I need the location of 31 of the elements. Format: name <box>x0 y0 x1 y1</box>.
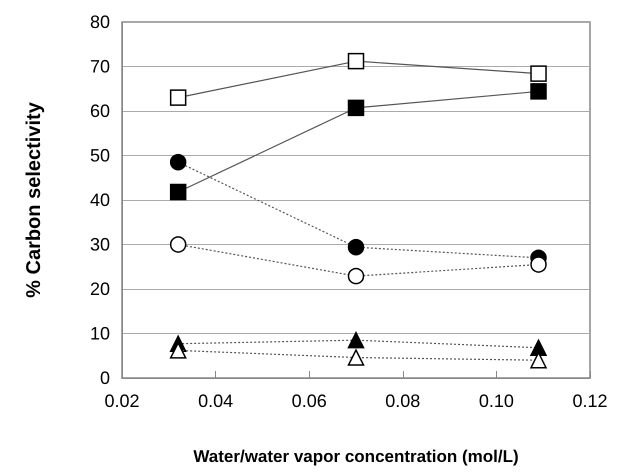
point <box>170 154 186 170</box>
point <box>530 256 547 273</box>
point <box>170 236 186 253</box>
y-axis-title: % Carbon selectivity <box>23 101 45 298</box>
x-tick-label: 0.12 <box>572 391 608 411</box>
x-axis-title: Water/water vapor concentration (mol/L) <box>193 447 519 466</box>
point <box>348 52 364 70</box>
point <box>348 268 364 284</box>
x-tick-label: 0.10 <box>478 391 514 411</box>
point <box>348 332 364 348</box>
point <box>530 65 547 82</box>
y-tick-label: 0 <box>100 368 110 388</box>
y-tick-label: 50 <box>90 146 110 166</box>
point <box>348 349 364 366</box>
y-tick-label: 30 <box>90 234 110 254</box>
x-tick-label: 0.04 <box>198 391 234 411</box>
y-tick-label: 80 <box>90 12 110 32</box>
y-tick-label: 40 <box>90 190 110 210</box>
x-tick-label: 0.08 <box>385 391 420 411</box>
y-tick-label: 20 <box>90 279 110 299</box>
y-tick-label: 10 <box>90 324 110 344</box>
x-tick-label: 0.02 <box>104 391 140 411</box>
point <box>348 100 364 116</box>
point <box>530 339 547 356</box>
x-tick-label: 0.06 <box>292 391 327 411</box>
point <box>348 238 364 256</box>
point <box>170 89 186 106</box>
y-tick-label: 70 <box>90 56 110 76</box>
point <box>170 184 186 200</box>
y-tick-label: 60 <box>90 101 110 121</box>
point <box>530 83 547 100</box>
